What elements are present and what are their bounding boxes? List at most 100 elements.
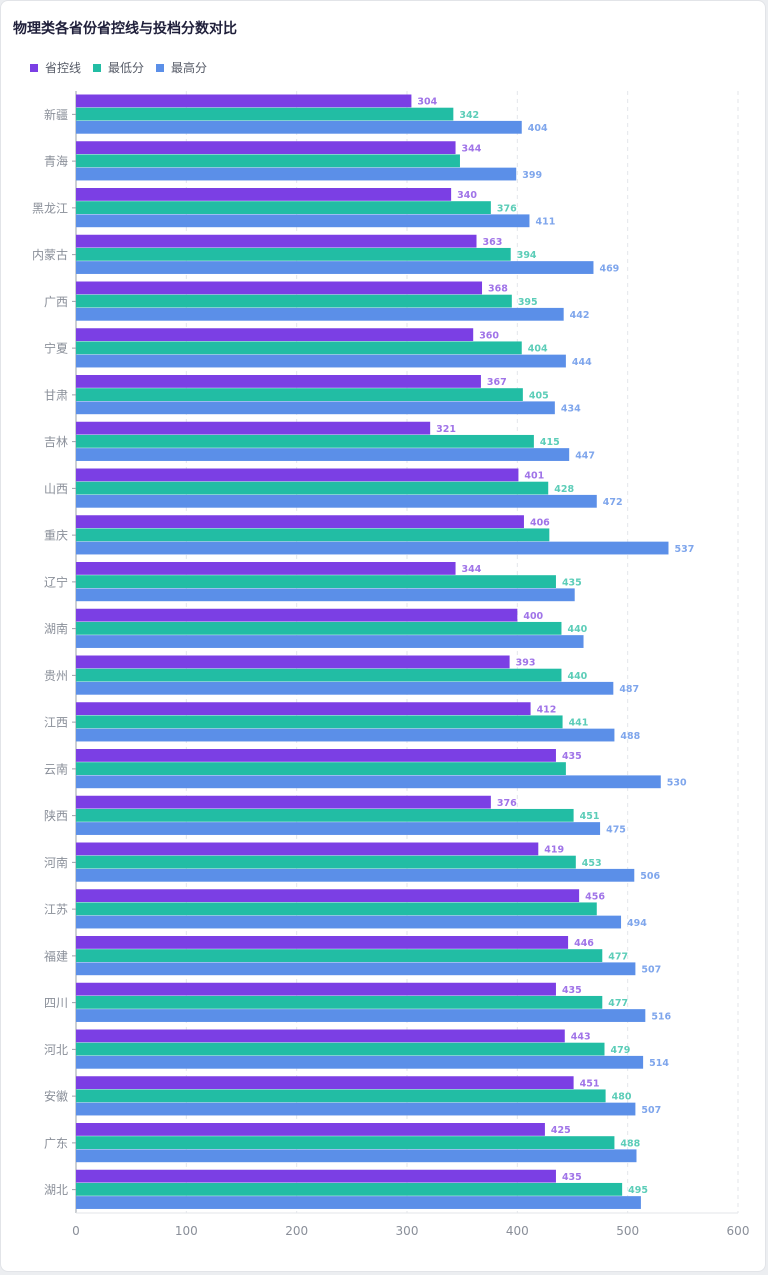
bar-series-1-6 (76, 388, 523, 401)
bar-series-1-12 (76, 668, 562, 682)
y-tick-label-6: 甘肃 (44, 388, 68, 402)
y-tick-label-7: 吉林 (44, 435, 68, 449)
bar-series-1-19 (76, 995, 603, 1009)
bar-series-2-2 (76, 214, 530, 228)
data-label-series-0-17: 456 (585, 891, 605, 902)
bar-series-0-18 (76, 936, 569, 949)
data-label-series-2-12: 487 (619, 684, 639, 695)
legend: 省控线 最低分 最高分 (30, 59, 219, 76)
bar-series-2-16 (76, 868, 635, 882)
data-label-series-2-7: 447 (575, 450, 595, 461)
y-tick-label-3: 内蒙古 (32, 247, 68, 262)
bar-series-0-3 (76, 234, 477, 248)
legend-item-series-2[interactable]: 最高分 (156, 59, 207, 76)
data-label-series-1-15: 451 (580, 811, 600, 822)
bar-series-0-11 (76, 608, 518, 622)
y-tick-label-2: 黑龙江 (32, 201, 68, 215)
bar-series-0-4 (76, 281, 483, 295)
y-tick-label-14: 云南 (44, 761, 68, 776)
bar-series-0-23 (76, 1169, 556, 1183)
data-label-series-0-4: 368 (488, 284, 508, 295)
data-label-series-0-21: 451 (580, 1078, 600, 1089)
bar-series-2-12 (76, 681, 614, 695)
bar-series-1-1 (76, 154, 460, 168)
data-label-series-0-1: 344 (462, 143, 482, 154)
data-label-series-2-19: 516 (651, 1011, 671, 1022)
bar-series-0-2 (76, 188, 452, 201)
bar-series-0-9 (76, 515, 524, 529)
bar-series-1-0 (76, 107, 454, 121)
bar-series-1-23 (76, 1182, 623, 1196)
data-label-series-0-14: 435 (562, 751, 582, 762)
y-tick-label-9: 重庆 (44, 529, 68, 543)
bar-series-0-6 (76, 375, 481, 388)
data-label-series-0-5: 360 (479, 330, 499, 341)
data-label-series-1-10: 435 (562, 577, 582, 588)
data-label-series-1-18: 477 (608, 951, 628, 962)
bar-series-0-5 (76, 328, 474, 342)
legend-label-series-0: 省控线 (45, 61, 82, 75)
legend-swatch-series-2 (156, 63, 165, 72)
bar-series-1-3 (76, 247, 511, 261)
data-label-series-0-18: 446 (574, 938, 594, 949)
data-label-series-0-0: 304 (417, 97, 437, 108)
bar-series-1-7 (76, 434, 534, 448)
bar-series-1-13 (76, 715, 563, 729)
bar-series-0-12 (76, 655, 510, 669)
bar-series-1-5 (76, 341, 522, 355)
data-label-series-0-15: 376 (497, 798, 517, 809)
bar-series-2-4 (76, 307, 564, 321)
bar-series-2-13 (76, 728, 615, 742)
bar-series-2-9 (76, 541, 669, 555)
y-tick-label-12: 贵州 (44, 669, 68, 683)
bar-series-1-15 (76, 808, 574, 822)
data-label-series-2-1: 399 (522, 170, 542, 181)
bar-series-1-2 (76, 201, 491, 214)
legend-label-series-2: 最高分 (171, 61, 208, 75)
legend-item-series-0[interactable]: 省控线 (30, 59, 81, 76)
y-tick-label-8: 山西 (44, 482, 68, 496)
bar-series-0-8 (76, 468, 519, 482)
y-tick-label-22: 广东 (44, 1136, 68, 1150)
data-label-series-1-23: 495 (628, 1185, 648, 1196)
y-tick-label-0: 新疆 (44, 107, 68, 122)
y-tick-label-10: 辽宁 (44, 574, 68, 589)
data-label-series-0-10: 344 (462, 564, 482, 575)
bar-series-2-5 (76, 354, 566, 368)
data-label-series-2-8: 472 (603, 497, 623, 508)
bar-series-0-1 (76, 141, 456, 155)
bar-series-2-21 (76, 1102, 636, 1116)
data-label-series-2-0: 404 (528, 123, 548, 134)
data-label-series-1-2: 376 (497, 203, 517, 214)
data-label-series-0-3: 363 (483, 237, 503, 248)
data-label-series-0-8: 401 (524, 471, 544, 482)
legend-swatch-series-0 (30, 63, 38, 72)
data-label-series-2-2: 411 (535, 217, 555, 228)
data-label-series-1-21: 480 (612, 1092, 632, 1103)
data-label-series-2-14: 530 (667, 778, 687, 789)
data-label-series-2-9: 537 (674, 544, 694, 555)
y-tick-label-20: 河北 (44, 1043, 68, 1057)
y-tick-label-15: 陕西 (44, 808, 68, 823)
bar-series-2-6 (76, 401, 555, 415)
bar-series-1-10 (76, 575, 556, 588)
bar-series-1-4 (76, 294, 512, 308)
x-tick-label-6: 600 (727, 1224, 750, 1238)
data-label-series-0-19: 435 (562, 985, 582, 996)
data-label-series-0-2: 340 (457, 190, 477, 201)
data-label-series-1-11: 440 (567, 624, 587, 635)
y-tick-label-1: 青海 (44, 154, 68, 169)
data-label-series-2-13: 488 (620, 731, 640, 742)
bar-series-1-14 (76, 762, 566, 775)
bar-series-0-14 (76, 749, 556, 762)
data-label-series-0-23: 435 (562, 1172, 582, 1183)
bar-series-0-21 (76, 1076, 574, 1090)
legend-label-series-1: 最低分 (108, 61, 145, 75)
bar-series-1-8 (76, 481, 549, 495)
legend-item-series-1[interactable]: 最低分 (93, 59, 144, 76)
bar-series-1-21 (76, 1089, 606, 1103)
data-label-series-2-4: 442 (570, 310, 590, 321)
data-label-series-2-6: 434 (561, 404, 581, 415)
bar-series-2-8 (76, 494, 597, 508)
